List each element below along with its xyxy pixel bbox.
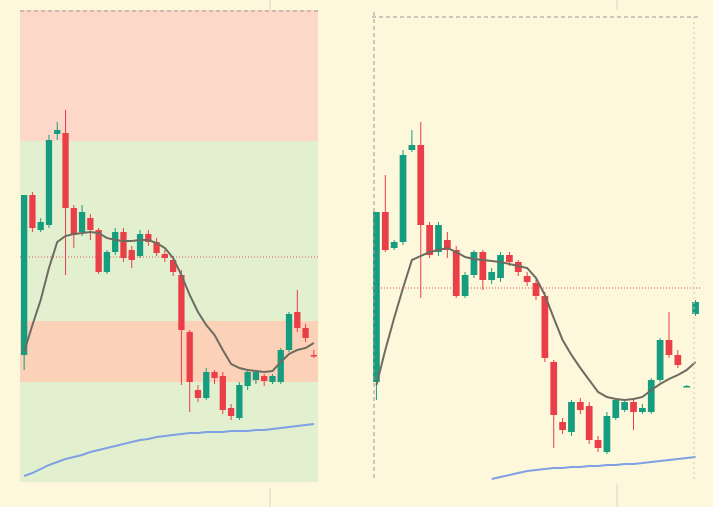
candle-body <box>285 314 293 350</box>
candle-body <box>692 302 699 314</box>
candle-body <box>630 402 637 412</box>
candle-body <box>479 252 487 280</box>
candle-body <box>426 225 433 255</box>
candle-body <box>128 250 135 260</box>
candle-body <box>145 234 152 242</box>
candle-body <box>310 355 318 357</box>
indicator-line <box>23 230 315 374</box>
candle-body <box>621 402 629 410</box>
candle-body <box>203 372 210 398</box>
candle-body <box>541 296 549 358</box>
candle-body <box>683 386 691 388</box>
candle-body <box>269 376 276 382</box>
candle-body <box>390 242 398 248</box>
candle-body <box>612 400 620 418</box>
candle-body <box>294 312 301 328</box>
candle-body <box>656 340 664 380</box>
candle-body <box>497 255 504 278</box>
candle-body <box>381 212 389 250</box>
candle-body <box>443 240 451 250</box>
candle-body <box>506 255 513 262</box>
candle-body <box>95 230 102 272</box>
candle-body <box>186 332 193 382</box>
candle-body <box>452 250 460 296</box>
candle-body <box>461 275 469 296</box>
candle-body <box>408 145 416 150</box>
candle-body <box>550 362 558 415</box>
candle-body <box>103 252 111 272</box>
candle-body <box>236 385 243 418</box>
zone <box>20 321 318 382</box>
candle-body <box>568 402 575 432</box>
candle-body <box>532 283 540 296</box>
candle-body <box>54 130 61 134</box>
indicator-line <box>491 456 696 480</box>
zone <box>20 10 318 141</box>
candle-body <box>153 242 160 253</box>
candle-body <box>665 340 673 355</box>
candle-body <box>603 416 611 452</box>
candle-body <box>178 275 185 330</box>
candle-body <box>219 376 226 410</box>
candle-body <box>277 350 284 382</box>
indicator-line <box>23 423 314 477</box>
candle-body <box>37 222 44 230</box>
candle-body <box>647 380 655 412</box>
candle-body <box>252 372 260 380</box>
candle-body <box>112 232 119 252</box>
candle-body <box>29 195 36 228</box>
candle-body <box>70 208 77 235</box>
zone <box>20 141 318 482</box>
indicator-line <box>375 246 697 402</box>
candle-body <box>639 408 646 412</box>
candle-body <box>399 155 407 242</box>
candle-body <box>674 355 682 365</box>
candle-body <box>373 212 380 382</box>
candle-body <box>523 276 531 282</box>
candle-body <box>194 390 202 398</box>
candle-body <box>45 140 53 225</box>
candle-body <box>87 218 94 230</box>
candle-body <box>78 212 86 232</box>
candle-body <box>211 372 218 378</box>
candle-body <box>470 252 478 275</box>
candle-body <box>261 376 268 381</box>
candle-body <box>488 272 496 280</box>
candle-body <box>120 232 127 258</box>
candle-body <box>594 440 602 448</box>
candle-body <box>559 422 566 430</box>
candle-body <box>227 408 235 416</box>
candle-body <box>435 225 442 252</box>
candle-body <box>244 372 251 386</box>
candle-body <box>169 260 177 272</box>
candle-body <box>136 234 144 256</box>
candle-body <box>585 406 593 440</box>
candle-body <box>62 133 69 208</box>
candle-body <box>20 195 28 355</box>
candle-body <box>576 402 584 410</box>
candle-body <box>302 328 309 338</box>
candle-body <box>161 254 169 258</box>
candle-body <box>417 145 425 225</box>
layout <box>20 0 698 507</box>
